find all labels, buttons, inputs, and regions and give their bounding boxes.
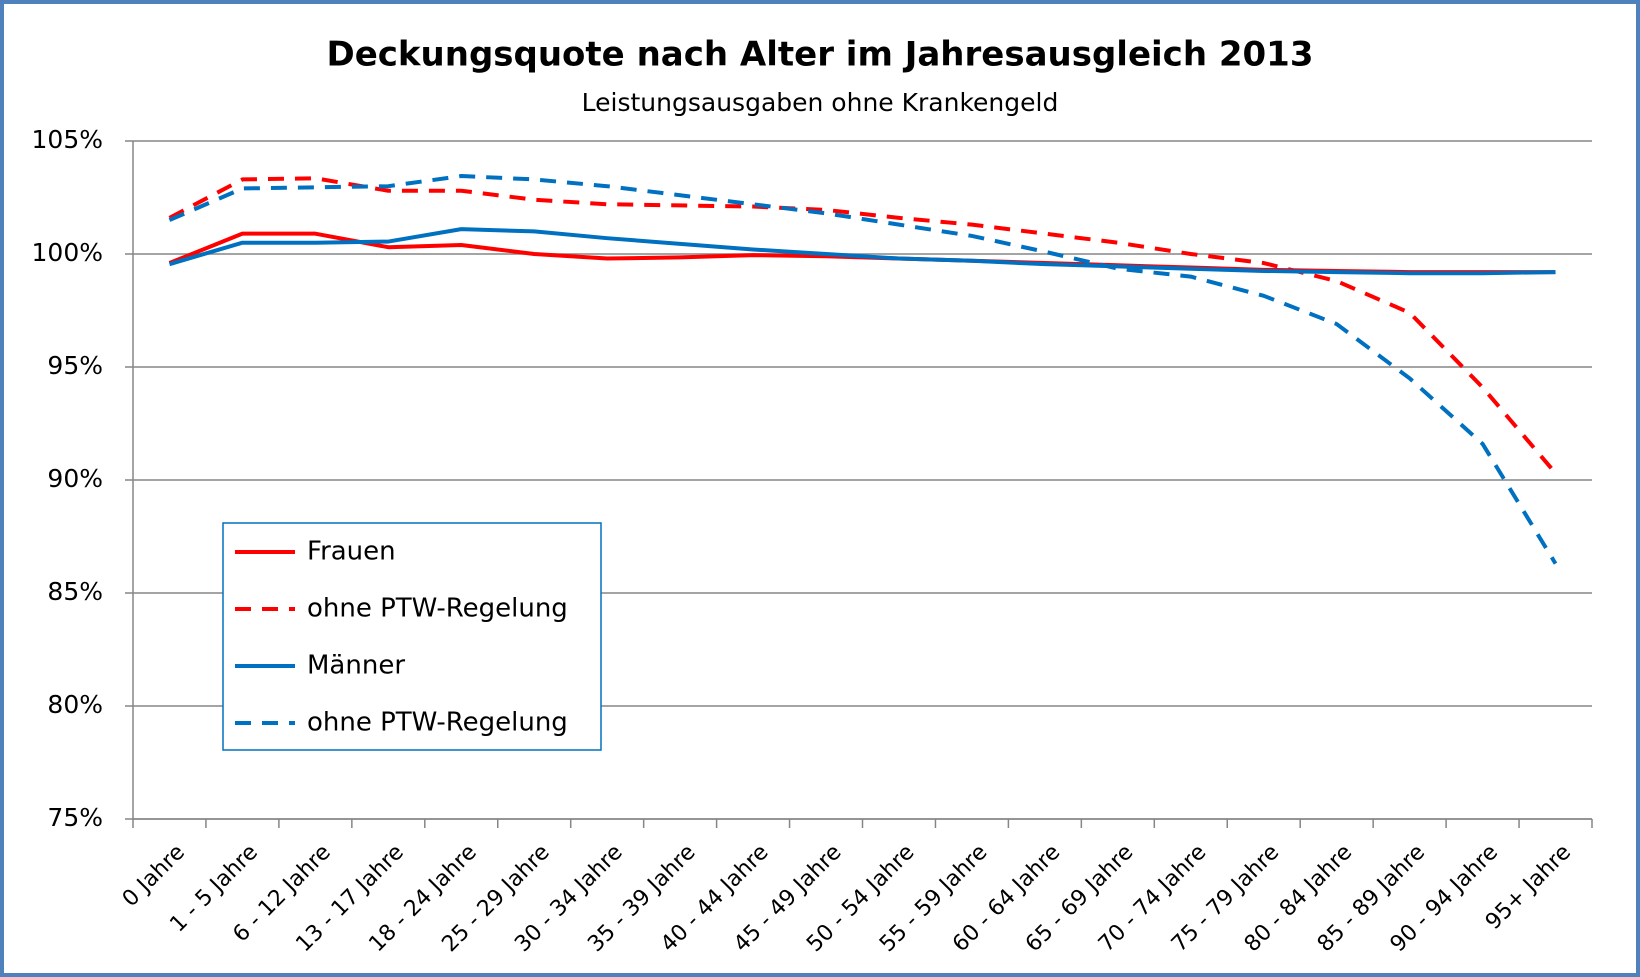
y-tick-label: 80%	[47, 690, 103, 719]
y-tick-label: 90%	[47, 464, 103, 493]
y-tick-label: 105%	[32, 125, 103, 154]
legend-label: ohne PTW-Regelung	[307, 708, 568, 738]
y-tick-label: 75%	[47, 803, 103, 832]
legend-label: ohne PTW-Regelung	[307, 594, 568, 624]
series-line	[168, 174, 1558, 565]
series-line	[168, 227, 1556, 276]
legend-label: Frauen	[307, 537, 396, 567]
legend-box	[222, 522, 602, 751]
y-tick-label: 100%	[32, 238, 103, 267]
legend-label: Männer	[307, 651, 405, 681]
series-line	[168, 176, 1558, 475]
chart-title: Deckungsquote nach Alter im Jahresausgle…	[326, 35, 1313, 75]
chart-subtitle: Leistungsausgaben ohne Krankengeld	[582, 88, 1059, 117]
y-tick-label: 85%	[47, 577, 103, 606]
y-tick-label: 95%	[47, 351, 103, 380]
